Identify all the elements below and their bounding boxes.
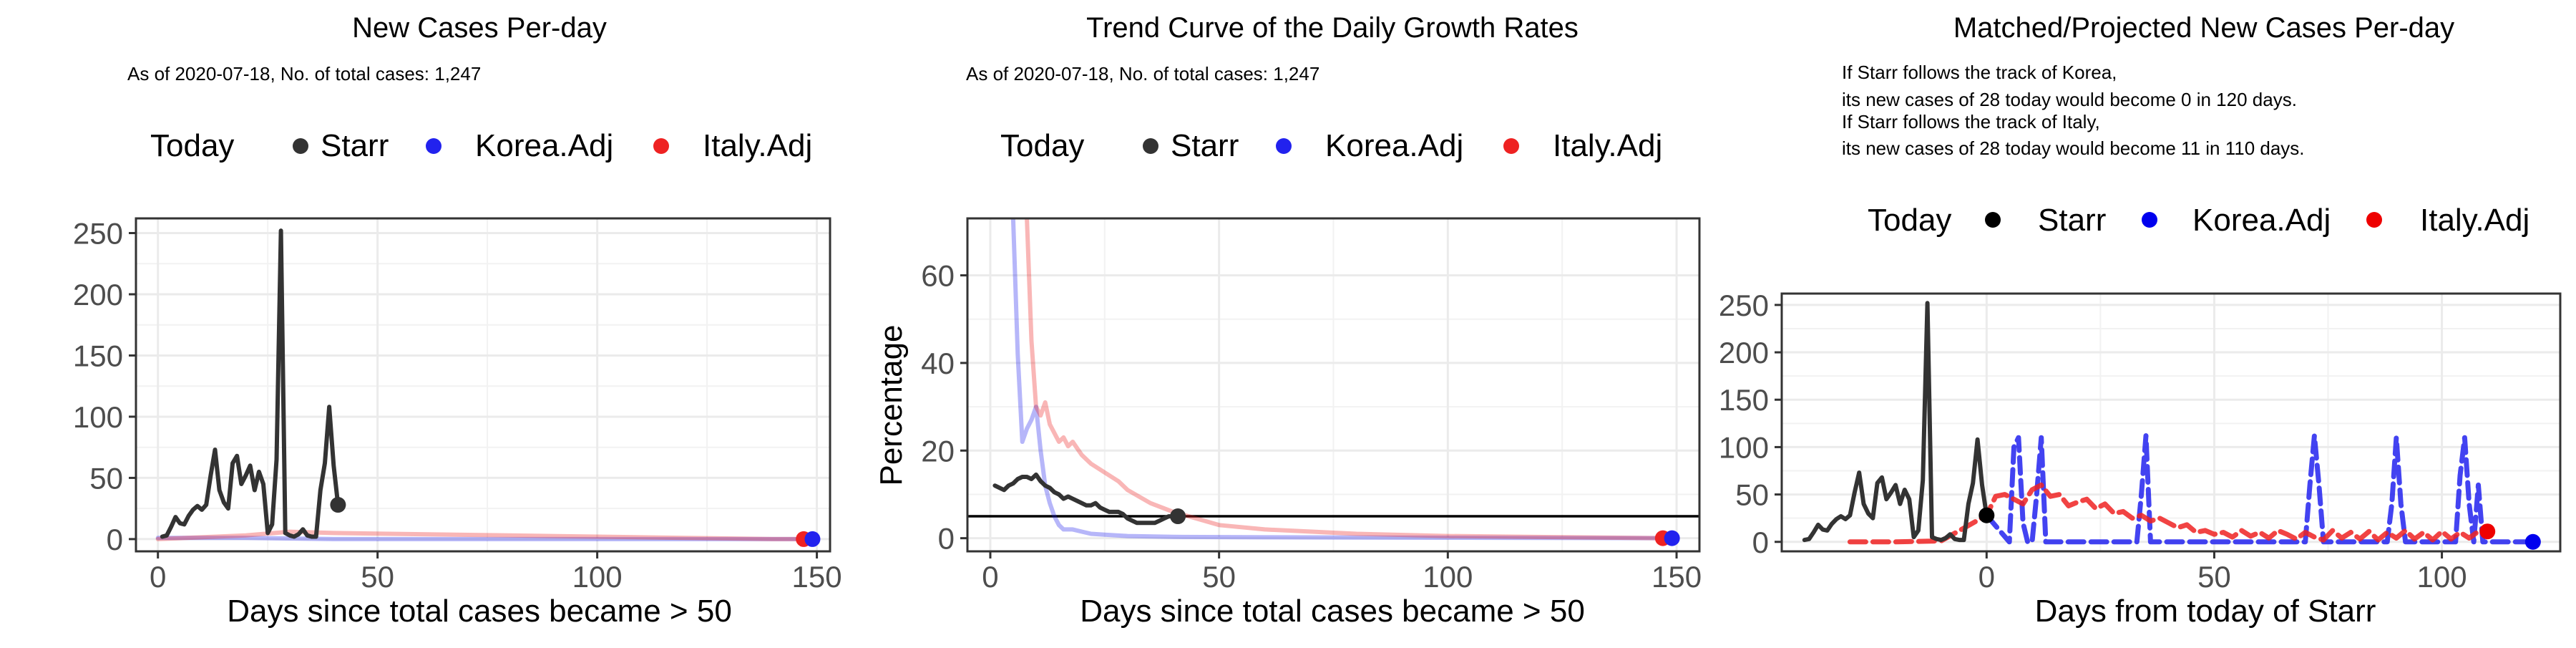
x-tick-label: 0 xyxy=(1979,560,1995,594)
panel-note: If Starr follows the track of Italy, xyxy=(1842,111,2100,132)
endpoint-starr xyxy=(1979,507,1995,523)
series-line-starr xyxy=(992,472,1181,526)
panel-title: Matched/Projected New Cases Per-day xyxy=(1953,12,2454,44)
x-axis-title: Days from today of Starr xyxy=(2035,594,2376,629)
series-line-starr xyxy=(160,228,341,539)
endpoint-italy-adj xyxy=(2479,523,2496,540)
series-group xyxy=(155,228,815,541)
legend-title-today: Today xyxy=(1000,128,1084,163)
x-axis-title: Days since total cases became > 50 xyxy=(227,594,732,629)
y-tick-label: 50 xyxy=(89,461,123,495)
x-tick-label: 100 xyxy=(572,560,623,594)
x-tick-label: 0 xyxy=(982,560,998,594)
plot-panel-1: 0 50 100 150 0 50 100 150 200 250 xyxy=(73,217,842,594)
series-line-korea-adj xyxy=(1010,218,1674,541)
plot-panel-3: 0 50 100 0 50 100 150 200 250 xyxy=(1719,289,2562,594)
x-tick-label: 50 xyxy=(2197,560,2231,594)
endpoint-korea-adj xyxy=(1664,530,1680,546)
panel-title: New Cases Per-day xyxy=(352,12,607,44)
y-tick-label: 50 xyxy=(1735,478,1769,512)
legend-label-starr: Starr xyxy=(1171,128,1239,163)
y-tick-label: 200 xyxy=(1719,336,1769,369)
series-line-starr xyxy=(1802,301,1989,543)
legend-marker-italy xyxy=(653,138,669,154)
endpoint-starr xyxy=(1170,508,1186,525)
legend-marker-starr xyxy=(293,138,308,154)
panel-growth-rates: Trend Curve of the Daily Growth Rates As… xyxy=(874,12,1662,629)
y-tick-label: 0 xyxy=(938,522,955,556)
panel-note: If Starr follows the track of Korea, xyxy=(1842,62,2117,83)
x-tick-label: 150 xyxy=(1652,560,1702,594)
legend-label-korea: Korea.Adj xyxy=(475,128,613,163)
y-tick-label: 250 xyxy=(1719,289,1769,322)
y-tick-label: 150 xyxy=(1719,383,1769,417)
y-tick-label: 60 xyxy=(921,259,955,293)
panel-title: Trend Curve of the Daily Growth Rates xyxy=(1086,12,1579,44)
panel-new-cases: New Cases Per-day As of 2020-07-18, No. … xyxy=(127,12,812,629)
y-tick-label: 100 xyxy=(73,400,123,434)
panel-note: As of 2020-07-18, No. of total cases: 1,… xyxy=(966,63,1319,84)
series-group xyxy=(1802,301,2536,545)
legend-marker-korea xyxy=(2142,212,2157,228)
series-line-italy-adj xyxy=(1025,218,1665,541)
y-tick-label: 20 xyxy=(921,434,955,468)
x-tick-label: 100 xyxy=(2417,560,2467,594)
y-tick-label: 150 xyxy=(73,339,123,372)
grid xyxy=(1782,294,2560,551)
panel-projected: Matched/Projected New Cases Per-day If S… xyxy=(1842,12,2529,629)
legend-marker-italy xyxy=(2366,212,2382,228)
x-axis-title: Days since total cases became > 50 xyxy=(1080,594,1585,629)
endpoint-korea-adj xyxy=(2524,533,2541,550)
endpoint-korea-adj xyxy=(804,531,821,547)
panel-border xyxy=(966,217,1701,553)
legend-title-today: Today xyxy=(150,128,234,163)
y-tick-label: 0 xyxy=(107,523,123,556)
y-tick-label: 100 xyxy=(1719,430,1769,464)
endpoint-starr xyxy=(330,497,346,513)
series-group xyxy=(992,218,1674,541)
grid xyxy=(967,218,1699,551)
legend-label-korea: Korea.Adj xyxy=(2192,203,2331,238)
legend-label-starr: Starr xyxy=(2038,203,2106,238)
y-tick-label: 40 xyxy=(921,347,955,380)
legend-marker-korea xyxy=(1276,138,1292,154)
series-line-italy-adj xyxy=(1847,482,2490,545)
series-line-korea-adj xyxy=(155,536,815,541)
panel-border xyxy=(135,217,831,553)
legend-label-starr: Starr xyxy=(321,128,389,163)
y-tick-label: 250 xyxy=(73,217,123,251)
legend-marker-starr xyxy=(1143,138,1158,154)
y-tick-label: 200 xyxy=(73,278,123,311)
plot-areas: 0 50 100 150 0 50 100 150 200 250 0 50 100 150 0 20 40 60… xyxy=(73,217,2562,594)
legend-marker-korea xyxy=(426,138,441,154)
series-line-korea-adj xyxy=(1984,433,2536,545)
legend: Today Starr Korea.Adj Italy.Adj xyxy=(1868,203,2529,238)
legend-label-italy: Italy.Adj xyxy=(703,128,812,163)
x-tick-label: 150 xyxy=(792,560,842,594)
panel-note: As of 2020-07-18, No. of total cases: 1,… xyxy=(127,63,481,84)
legend-label-korea: Korea.Adj xyxy=(1325,128,1463,163)
legend-marker-italy xyxy=(1503,138,1519,154)
y-axis-title: Percentage xyxy=(874,324,909,485)
x-tick-label: 50 xyxy=(361,560,394,594)
legend-title-today: Today xyxy=(1868,203,1951,238)
y-tick-label: 0 xyxy=(1752,526,1769,559)
legend-marker-starr xyxy=(1985,212,2001,228)
legend: Today Starr Korea.Adj Italy.Adj xyxy=(150,128,812,163)
grid xyxy=(136,218,830,551)
x-tick-label: 50 xyxy=(1202,560,1236,594)
panel-note: its new cases of 28 today would become 0… xyxy=(1842,89,2297,110)
plot-panel-2: 0 50 100 150 0 20 40 60 xyxy=(921,217,1702,594)
x-tick-label: 0 xyxy=(150,560,166,594)
panel-note: its new cases of 28 today would become 1… xyxy=(1842,137,2305,159)
x-tick-label: 100 xyxy=(1423,560,1473,594)
legend: Today Starr Korea.Adj Italy.Adj xyxy=(1000,128,1662,163)
panel-border xyxy=(1780,292,2562,553)
legend-label-italy: Italy.Adj xyxy=(1553,128,1662,163)
legend-label-italy: Italy.Adj xyxy=(2420,203,2529,238)
